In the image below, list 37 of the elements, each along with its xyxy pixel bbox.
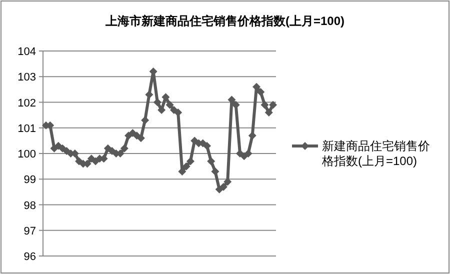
y-tick-label: 98 xyxy=(24,200,36,212)
point xyxy=(248,132,256,140)
point xyxy=(269,100,277,109)
point xyxy=(256,88,265,96)
point xyxy=(207,157,216,166)
point xyxy=(58,144,67,152)
point xyxy=(264,108,273,116)
point xyxy=(236,150,244,158)
point xyxy=(260,100,269,109)
chart-title: 上海市新建商品住宅销售价格指数(上月=100) xyxy=(104,14,345,28)
point xyxy=(170,106,178,114)
point xyxy=(145,90,154,99)
point xyxy=(124,132,133,140)
y-tick-label: 103 xyxy=(18,72,36,84)
point xyxy=(211,167,220,176)
point xyxy=(244,150,252,158)
point xyxy=(153,98,162,106)
point xyxy=(136,134,145,142)
point xyxy=(108,146,116,155)
point xyxy=(120,144,128,152)
point xyxy=(174,108,182,116)
y-tick-label: 96 xyxy=(24,251,36,263)
y-tick-label: 104 xyxy=(18,46,36,58)
point xyxy=(232,100,240,109)
legend-label: 新建商品住宅销售价格指数(上月=100) xyxy=(321,139,430,168)
y-tick-label: 102 xyxy=(18,97,36,110)
y-tick-label: 99 xyxy=(24,174,36,186)
point xyxy=(166,100,174,109)
y-tick-label: 101 xyxy=(18,122,36,135)
point xyxy=(92,157,100,166)
y-tick-label: 100 xyxy=(18,148,36,160)
y-tick-label: 97 xyxy=(24,225,36,238)
point xyxy=(186,157,194,166)
point xyxy=(202,142,211,150)
point xyxy=(182,162,190,170)
point xyxy=(219,182,228,191)
point xyxy=(141,116,150,124)
